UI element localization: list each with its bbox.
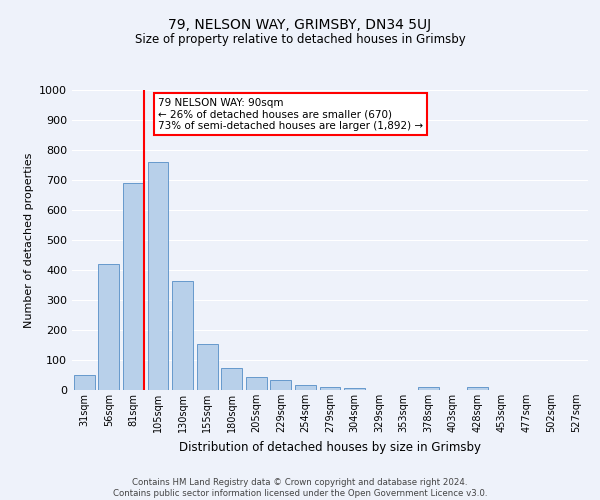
- Text: Size of property relative to detached houses in Grimsby: Size of property relative to detached ho…: [134, 32, 466, 46]
- Text: Distribution of detached houses by size in Grimsby: Distribution of detached houses by size …: [179, 441, 481, 454]
- Bar: [172, 280, 193, 390]
- Bar: [246, 378, 267, 390]
- Bar: [467, 387, 488, 390]
- Bar: [320, 386, 340, 390]
- Bar: [344, 388, 365, 390]
- Text: Contains HM Land Registry data © Crown copyright and database right 2024.
Contai: Contains HM Land Registry data © Crown c…: [113, 478, 487, 498]
- Bar: [295, 384, 316, 390]
- Text: 79 NELSON WAY: 90sqm
← 26% of detached houses are smaller (670)
73% of semi-deta: 79 NELSON WAY: 90sqm ← 26% of detached h…: [158, 98, 423, 130]
- Bar: [148, 162, 169, 390]
- Bar: [271, 380, 292, 390]
- Text: 79, NELSON WAY, GRIMSBY, DN34 5UJ: 79, NELSON WAY, GRIMSBY, DN34 5UJ: [169, 18, 431, 32]
- Bar: [197, 344, 218, 390]
- Bar: [221, 368, 242, 390]
- Y-axis label: Number of detached properties: Number of detached properties: [23, 152, 34, 328]
- Bar: [123, 183, 144, 390]
- Bar: [418, 387, 439, 390]
- Bar: [74, 375, 95, 390]
- Bar: [98, 264, 119, 390]
